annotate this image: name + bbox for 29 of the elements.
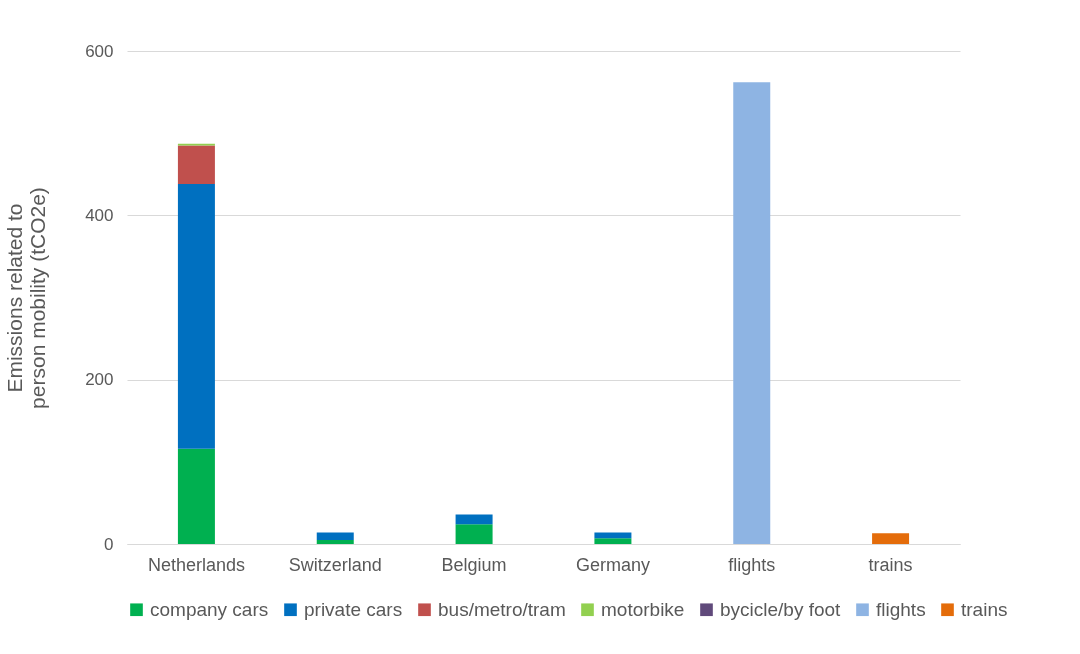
- y-tick-label: 400: [85, 205, 114, 225]
- bar: [733, 82, 771, 544]
- bar: [316, 532, 354, 540]
- bar: [316, 539, 354, 544]
- x-tick-label: Belgium: [441, 554, 507, 575]
- bar: [455, 514, 493, 525]
- bar: [455, 524, 493, 544]
- x-tick-label: trains: [868, 554, 913, 575]
- bar: [872, 533, 910, 544]
- x-tick-label: flights: [728, 554, 776, 575]
- bar: [177, 145, 215, 185]
- x-tick-label: Switzerland: [288, 554, 382, 575]
- legend-label: trains: [961, 598, 1008, 620]
- legend-label: flights: [876, 598, 926, 620]
- legend-label: company cars: [150, 598, 269, 620]
- bar: [177, 448, 215, 544]
- x-tick-label: Netherlands: [147, 554, 245, 575]
- bar: [177, 184, 215, 449]
- y-axis-title: Emissions related to person mobility (tCO2e): [3, 187, 50, 409]
- y-tick-label: 0: [104, 534, 114, 554]
- x-tick-label: Germany: [575, 554, 650, 575]
- legend-label: bus/metro/tram: [438, 598, 566, 620]
- bar: [594, 532, 632, 539]
- legend-label: motorbike: [601, 598, 685, 620]
- y-tick-label: 600: [85, 41, 114, 61]
- y-tick-label: 200: [85, 370, 114, 390]
- legend-label: private cars: [304, 598, 403, 620]
- legend-label: bycicle/by foot: [720, 598, 842, 620]
- bar: [594, 538, 632, 544]
